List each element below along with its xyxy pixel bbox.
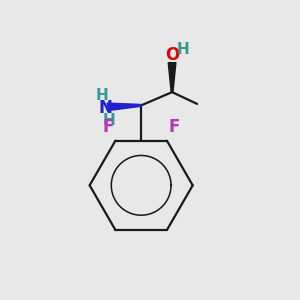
Text: F: F [102,118,113,136]
Text: F: F [169,118,180,136]
Polygon shape [107,103,141,111]
Text: O: O [165,46,179,64]
Polygon shape [168,63,176,92]
Text: H: H [177,42,190,57]
Text: H: H [96,88,108,103]
Text: N: N [98,99,112,117]
Text: H: H [102,113,115,128]
